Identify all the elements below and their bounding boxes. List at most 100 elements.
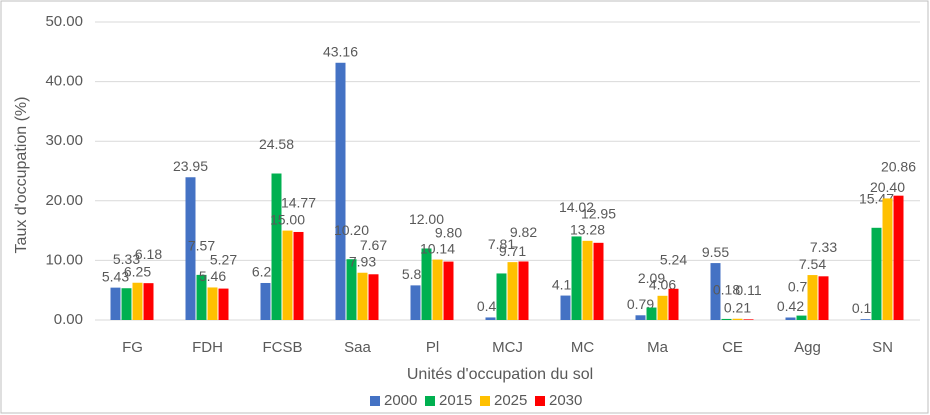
- bar: [882, 198, 893, 320]
- bar: [335, 62, 346, 321]
- bar: [743, 319, 754, 320]
- legend-swatch: [535, 396, 545, 406]
- bar: [893, 195, 904, 320]
- bar: [410, 285, 421, 320]
- data-label: 10.20: [334, 222, 369, 238]
- bar: [732, 318, 743, 320]
- bar: [207, 287, 218, 320]
- data-label: 0.18: [713, 282, 740, 298]
- data-label: 0.42: [777, 298, 804, 314]
- y-tick-label: 40.00: [45, 73, 83, 90]
- bar: [582, 240, 593, 320]
- y-tick-label: 0.00: [54, 311, 83, 328]
- bar: [507, 262, 518, 320]
- bar: [282, 230, 293, 320]
- data-label: 10.14: [420, 240, 455, 256]
- data-label: 20.86: [881, 158, 916, 174]
- bar: [807, 275, 818, 320]
- data-label: 5.46: [199, 268, 226, 284]
- bar: [143, 283, 154, 320]
- data-label: 20.40: [870, 179, 905, 195]
- y-tick-label: 10.00: [45, 251, 83, 268]
- data-label: 12.95: [581, 206, 616, 222]
- legend-swatch: [425, 396, 435, 406]
- bar: [368, 274, 379, 320]
- data-label: 5.43: [102, 268, 129, 284]
- legend-label: 2030: [549, 392, 582, 409]
- bar: [721, 318, 732, 320]
- x-tick-label: Saa: [344, 339, 371, 356]
- data-label: 12.00: [409, 211, 444, 227]
- data-label: 9.82: [510, 224, 537, 240]
- bar: [132, 282, 143, 320]
- data-label: 0.11: [735, 282, 761, 298]
- bar: [796, 315, 807, 320]
- bar: [110, 287, 121, 320]
- data-label: 7.54: [799, 256, 826, 272]
- y-axis-title: Taux d'occupation (%): [13, 97, 30, 254]
- bar: [668, 288, 679, 320]
- data-label: 9.80: [435, 224, 462, 240]
- data-label: 15.00: [270, 211, 305, 227]
- x-tick-label: FG: [122, 339, 143, 356]
- bar: [871, 227, 882, 320]
- bar: [432, 259, 443, 320]
- bar: [635, 315, 646, 320]
- x-tick-label: SN: [872, 339, 893, 356]
- x-tick-label: MC: [571, 339, 594, 356]
- bar: [185, 177, 196, 320]
- bar: [518, 261, 529, 320]
- data-label: 5.33: [113, 251, 140, 267]
- data-label: 9.55: [702, 244, 729, 260]
- bar: [357, 272, 368, 320]
- x-tick-label: CE: [722, 339, 743, 356]
- x-tick-label: Ma: [647, 339, 668, 356]
- bar: [121, 288, 132, 320]
- bar: [421, 248, 432, 320]
- x-tick-label: MCJ: [492, 339, 523, 356]
- data-label: 14.77: [281, 195, 316, 211]
- bar: [657, 295, 668, 320]
- bar: [785, 317, 796, 320]
- x-tick-label: Agg: [794, 339, 821, 356]
- bar: [293, 231, 304, 320]
- data-label: 7.93: [349, 253, 376, 269]
- y-tick-label: 20.00: [45, 192, 83, 209]
- legend-swatch: [480, 396, 490, 406]
- legend-label: 2025: [494, 392, 527, 409]
- bar: [818, 276, 829, 320]
- bar: [196, 274, 207, 320]
- data-label: 2.09: [638, 270, 665, 286]
- legend-label: 2015: [439, 392, 472, 409]
- y-tick-label: 30.00: [45, 132, 83, 149]
- bar: [218, 288, 229, 320]
- data-label: 6.25: [124, 263, 151, 279]
- data-label: 5.27: [210, 251, 237, 267]
- data-label: 7.57: [188, 238, 215, 254]
- data-label: 9.71: [499, 243, 526, 259]
- bar: [571, 236, 582, 320]
- data-label: 6.18: [135, 246, 162, 262]
- data-label: 43.16: [323, 43, 358, 59]
- data-label: 4.06: [649, 277, 676, 293]
- bar: [646, 307, 657, 320]
- x-tick-label: FCSB: [262, 339, 302, 356]
- data-label: 14.02: [559, 199, 594, 215]
- x-axis-title: Unités d'occupation du sol: [407, 366, 593, 383]
- bar: [860, 319, 871, 320]
- bar: [271, 173, 282, 320]
- bar: [593, 242, 604, 320]
- x-tick-label: FDH: [192, 339, 223, 356]
- bar: [710, 263, 721, 320]
- bar: [443, 261, 454, 320]
- data-label: 23.95: [173, 158, 208, 174]
- data-label: 0.21: [724, 299, 751, 315]
- bar: [260, 282, 271, 320]
- legend-swatch: [370, 396, 380, 406]
- y-tick-label: 50.00: [45, 13, 83, 30]
- data-label: 7.81: [488, 236, 515, 252]
- bar: [560, 295, 571, 320]
- data-label: 5.24: [660, 251, 687, 267]
